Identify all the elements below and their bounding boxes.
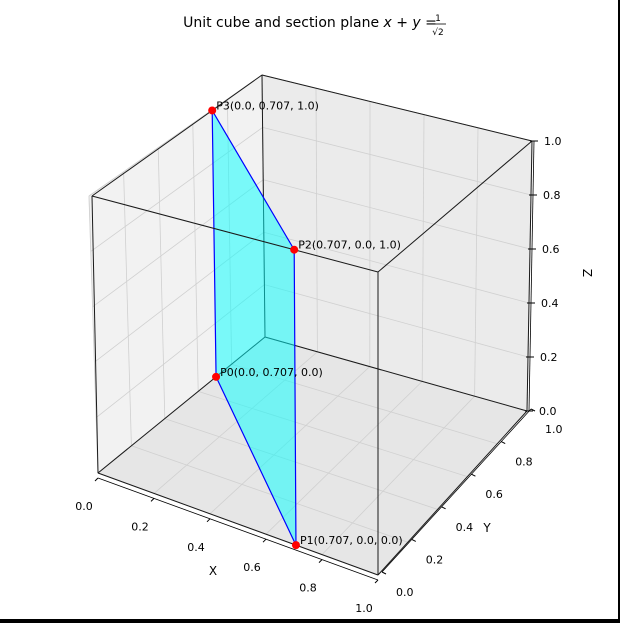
y-axis-line bbox=[381, 408, 532, 573]
point-P3 bbox=[208, 106, 217, 115]
z-tick-label-3: 0.6 bbox=[542, 243, 560, 256]
x-tick-5 bbox=[374, 579, 379, 584]
y-tick-label-2: 0.4 bbox=[456, 521, 474, 534]
y-tick-2 bbox=[441, 506, 446, 510]
z-tick-label-5: 1.0 bbox=[544, 135, 562, 148]
grid-left-y-3 bbox=[192, 123, 199, 392]
cube-edge-001-101 bbox=[91, 195, 379, 273]
cube-edge-101-111 bbox=[377, 140, 533, 273]
x-axis-label: X bbox=[209, 564, 217, 578]
y-tick-4 bbox=[500, 441, 506, 445]
point-P2 bbox=[290, 245, 299, 254]
x-tick-label-4: 0.8 bbox=[299, 582, 317, 595]
y-tick-3 bbox=[471, 473, 476, 477]
y-tick-label-0: 0.0 bbox=[396, 586, 414, 599]
point-P1 bbox=[291, 541, 300, 550]
x-tick-label-5: 1.0 bbox=[355, 602, 373, 615]
y-tick-label-1: 0.2 bbox=[426, 553, 444, 566]
point-label-P2: P2(0.707, 0.0, 1.0) bbox=[298, 239, 401, 252]
x-tick-label-2: 0.4 bbox=[187, 541, 205, 554]
z-tick-label-2: 0.4 bbox=[541, 297, 559, 310]
y-tick-label-5: 1.0 bbox=[545, 423, 563, 436]
grid-back-z-2 bbox=[263, 231, 530, 304]
x-tick-label-1: 0.2 bbox=[131, 520, 149, 533]
y-tick-1 bbox=[411, 538, 417, 542]
x-tick-0 bbox=[94, 477, 99, 482]
cube-edge-110-111 bbox=[526, 140, 533, 412]
cube-edge-000-001 bbox=[91, 195, 99, 474]
grid-back-x-4 bbox=[474, 127, 479, 397]
point-label-P1: P1(0.707, 0.0, 0.0) bbox=[300, 534, 403, 547]
title-frac-den: √2 bbox=[432, 27, 443, 38]
y-tick-5 bbox=[530, 408, 536, 412]
cube-edge-000-100 bbox=[97, 472, 379, 576]
points-group: P0(0.0, 0.707, 0.0) P1(0.707, 0.0, 0.0) P2… bbox=[208, 99, 403, 550]
axes-group: 0.0 0.2 0.4 0.6 0.8 1.0 0.0 0.2 0.4 0.6 0.8 1.0 0.0 0… bbox=[75, 135, 562, 615]
grid-back-z-3 bbox=[263, 179, 531, 250]
z-tick-label-0: 0.0 bbox=[539, 405, 557, 418]
grid-back-z-4 bbox=[262, 127, 532, 196]
x-tick-4 bbox=[318, 559, 323, 563]
z-tick-label-1: 0.2 bbox=[540, 351, 558, 364]
z-axis-line bbox=[528, 140, 535, 412]
grid-left-y-1 bbox=[123, 171, 132, 446]
title-math: x + y = bbox=[383, 15, 437, 31]
point-P0 bbox=[212, 372, 221, 381]
x-axis-line bbox=[97, 477, 379, 581]
grid-back-x-1 bbox=[315, 88, 318, 352]
grid-floor-x-4 bbox=[321, 395, 475, 555]
x-tick-label-0: 0.0 bbox=[75, 500, 93, 513]
y-axis-label: Y bbox=[482, 521, 491, 535]
chart-title: Unit cube and section plane x + y = bbox=[183, 15, 437, 31]
y-tick-0 bbox=[381, 571, 387, 575]
cube-edge-010-110 bbox=[264, 336, 528, 412]
z-axis-label: Z bbox=[580, 269, 594, 277]
cube-front-edges bbox=[91, 74, 533, 576]
point-label-P3: P3(0.0, 0.707, 1.0) bbox=[216, 99, 319, 112]
x-tick-3 bbox=[262, 538, 267, 543]
grid-back-x-3 bbox=[421, 114, 425, 382]
cube-edge-011-111 bbox=[261, 74, 533, 142]
title-frac-num: 1 bbox=[435, 14, 441, 24]
y-tick-label-3: 0.6 bbox=[485, 488, 503, 501]
title-prefix: Unit cube and section plane bbox=[183, 15, 383, 31]
grid-floor-y-1 bbox=[131, 445, 408, 543]
cube-edge-100-110 bbox=[377, 410, 528, 576]
z-tick-label-4: 0.8 bbox=[543, 189, 561, 202]
x-tick-2 bbox=[206, 518, 211, 523]
grid-back-z-1 bbox=[264, 284, 529, 358]
grid-left-y-2 bbox=[157, 147, 166, 419]
cube-edge-001-011 bbox=[91, 74, 263, 197]
y-tick-label-4: 0.8 bbox=[515, 456, 533, 469]
grid-floor-y-2 bbox=[164, 418, 438, 510]
x-tick-label-3: 0.6 bbox=[243, 561, 261, 574]
point-label-P0: P0(0.0, 0.707, 0.0) bbox=[220, 366, 323, 379]
x-tick-1 bbox=[150, 498, 155, 502]
